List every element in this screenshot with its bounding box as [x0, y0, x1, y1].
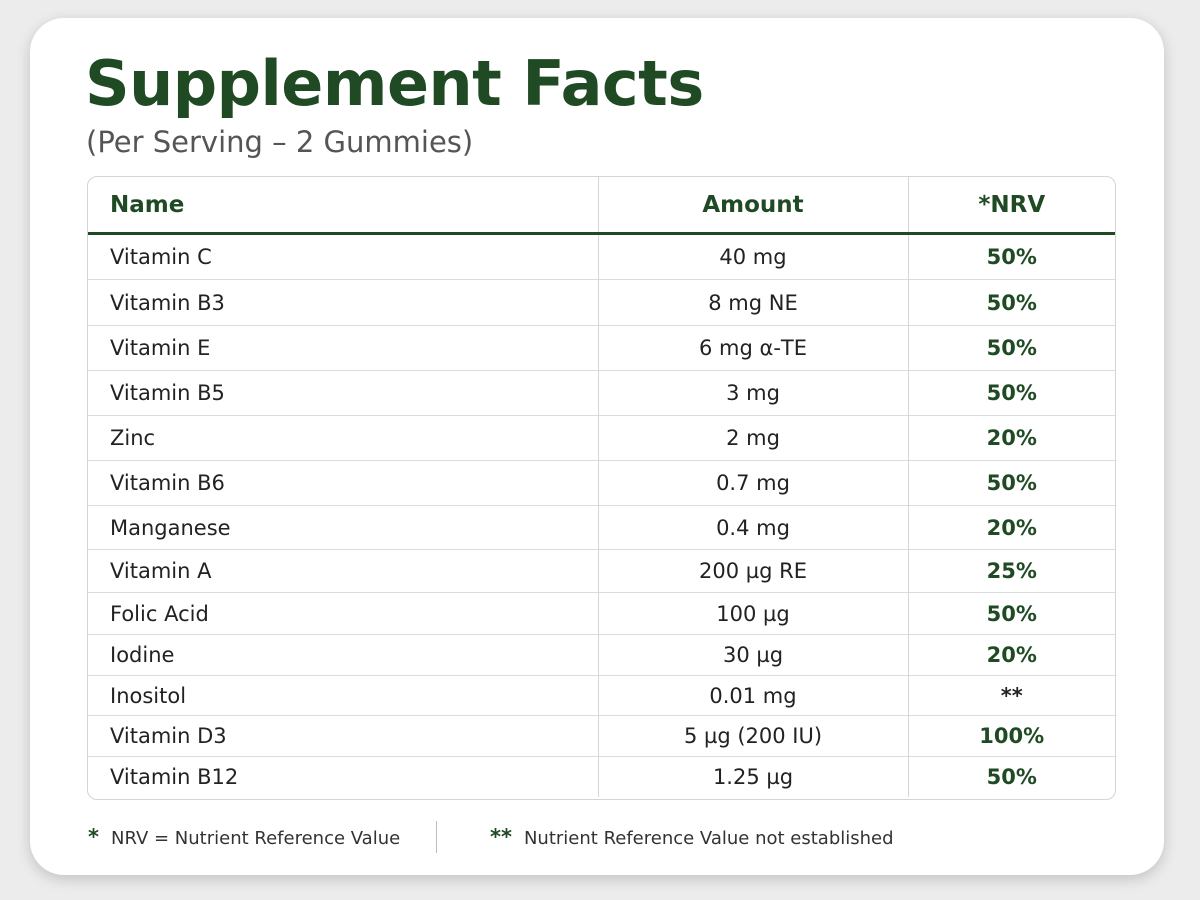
- nutrient-name-cell: Vitamin B5: [88, 370, 598, 416]
- nutrient-name-cell: Vitamin E: [88, 325, 598, 371]
- nrv-cell: 20%: [907, 415, 1115, 461]
- nrv-cell: 25%: [907, 549, 1115, 593]
- table-row: Iodine 30 µg 20%: [88, 634, 1115, 676]
- footnote-text: Nutrient Reference Value not established: [523, 828, 894, 849]
- supplement-facts-card: Supplement Facts (Per Serving – 2 Gummie…: [30, 18, 1164, 875]
- footnote-mark: *: [88, 825, 99, 849]
- table-body: Vitamin C 40 mg 50% Vitamin B3 8 mg NE 50% Vit…: [88, 233, 1115, 797]
- column-header-amount: Amount: [597, 177, 908, 235]
- serving-subtitle: (Per Serving – 2 Gummies): [86, 125, 474, 159]
- footnote-divider: [436, 821, 437, 853]
- table-row: Vitamin B6 0.7 mg 50%: [88, 460, 1115, 506]
- nutrient-name-cell: Manganese: [88, 505, 598, 550]
- nrv-cell: 100%: [907, 715, 1115, 757]
- table-header-row: Name Amount *NRV: [88, 177, 1115, 235]
- amount-cell: 0.01 mg: [597, 675, 908, 716]
- page-title: Supplement Facts: [85, 47, 704, 120]
- supplement-table-container: Name Amount *NRV Vitamin C 40 mg 50% Vitami…: [87, 176, 1116, 800]
- amount-cell: 2 mg: [597, 415, 908, 461]
- column-header-nrv: *NRV: [907, 177, 1115, 235]
- table-row: Vitamin C 40 mg 50%: [88, 233, 1115, 280]
- table-row: Vitamin B5 3 mg 50%: [88, 370, 1115, 416]
- nrv-cell: **: [907, 675, 1115, 716]
- table-header: Name Amount *NRV: [88, 177, 1115, 235]
- nrv-cell: 50%: [907, 279, 1115, 326]
- table-row: Folic Acid 100 µg 50%: [88, 592, 1115, 635]
- amount-cell: 0.7 mg: [597, 460, 908, 506]
- amount-cell: 0.4 mg: [597, 505, 908, 550]
- footnote-mark: **: [490, 825, 512, 849]
- footnote-nrv-not-established: ** Nutrient Reference Value not establish…: [490, 820, 894, 854]
- amount-cell: 3 mg: [597, 370, 908, 416]
- nutrient-name-cell: Inositol: [88, 675, 598, 716]
- nutrient-name-cell: Vitamin B12: [88, 756, 598, 797]
- table-row: Vitamin B12 1.25 µg 50%: [88, 756, 1115, 797]
- amount-cell: 100 µg: [597, 592, 908, 635]
- nrv-cell: 50%: [907, 460, 1115, 506]
- table-row: Vitamin B3 8 mg NE 50%: [88, 279, 1115, 326]
- nutrient-name-cell: Folic Acid: [88, 592, 598, 635]
- table-row: Manganese 0.4 mg 20%: [88, 505, 1115, 550]
- footnote-nrv-definition: * NRV = Nutrient Reference Value: [88, 820, 400, 854]
- nrv-cell: 50%: [907, 592, 1115, 635]
- amount-cell: 6 mg α-TE: [597, 325, 908, 371]
- table-row: Inositol 0.01 mg **: [88, 675, 1115, 716]
- footnotes: * NRV = Nutrient Reference Value ** Nutrie…: [88, 820, 1118, 854]
- amount-cell: 200 µg RE: [597, 549, 908, 593]
- table-row: Vitamin D3 5 µg (200 IU) 100%: [88, 715, 1115, 757]
- nrv-cell: 50%: [907, 370, 1115, 416]
- nrv-cell: 50%: [907, 325, 1115, 371]
- amount-cell: 8 mg NE: [597, 279, 908, 326]
- amount-cell: 5 µg (200 IU): [597, 715, 908, 757]
- nutrient-name-cell: Vitamin B3: [88, 279, 598, 326]
- supplement-table: Name Amount *NRV Vitamin C 40 mg 50% Vitami…: [88, 177, 1115, 797]
- nrv-cell: 50%: [907, 233, 1115, 280]
- nutrient-name-cell: Vitamin B6: [88, 460, 598, 506]
- nutrient-name-cell: Zinc: [88, 415, 598, 461]
- table-row: Vitamin A 200 µg RE 25%: [88, 549, 1115, 593]
- column-header-name: Name: [88, 177, 598, 235]
- amount-cell: 1.25 µg: [597, 756, 908, 797]
- amount-cell: 40 mg: [597, 233, 908, 280]
- amount-cell: 30 µg: [597, 634, 908, 676]
- nutrient-name-cell: Vitamin D3: [88, 715, 598, 757]
- nutrient-name-cell: Iodine: [88, 634, 598, 676]
- nrv-cell: 20%: [907, 634, 1115, 676]
- nutrient-name-cell: Vitamin C: [110, 245, 212, 269]
- nrv-cell: 20%: [907, 505, 1115, 550]
- table-row: Zinc 2 mg 20%: [88, 415, 1115, 461]
- nrv-cell: 50%: [907, 756, 1115, 797]
- nutrient-name-cell: Vitamin A: [88, 549, 598, 593]
- footnote-text: NRV = Nutrient Reference Value: [110, 828, 401, 849]
